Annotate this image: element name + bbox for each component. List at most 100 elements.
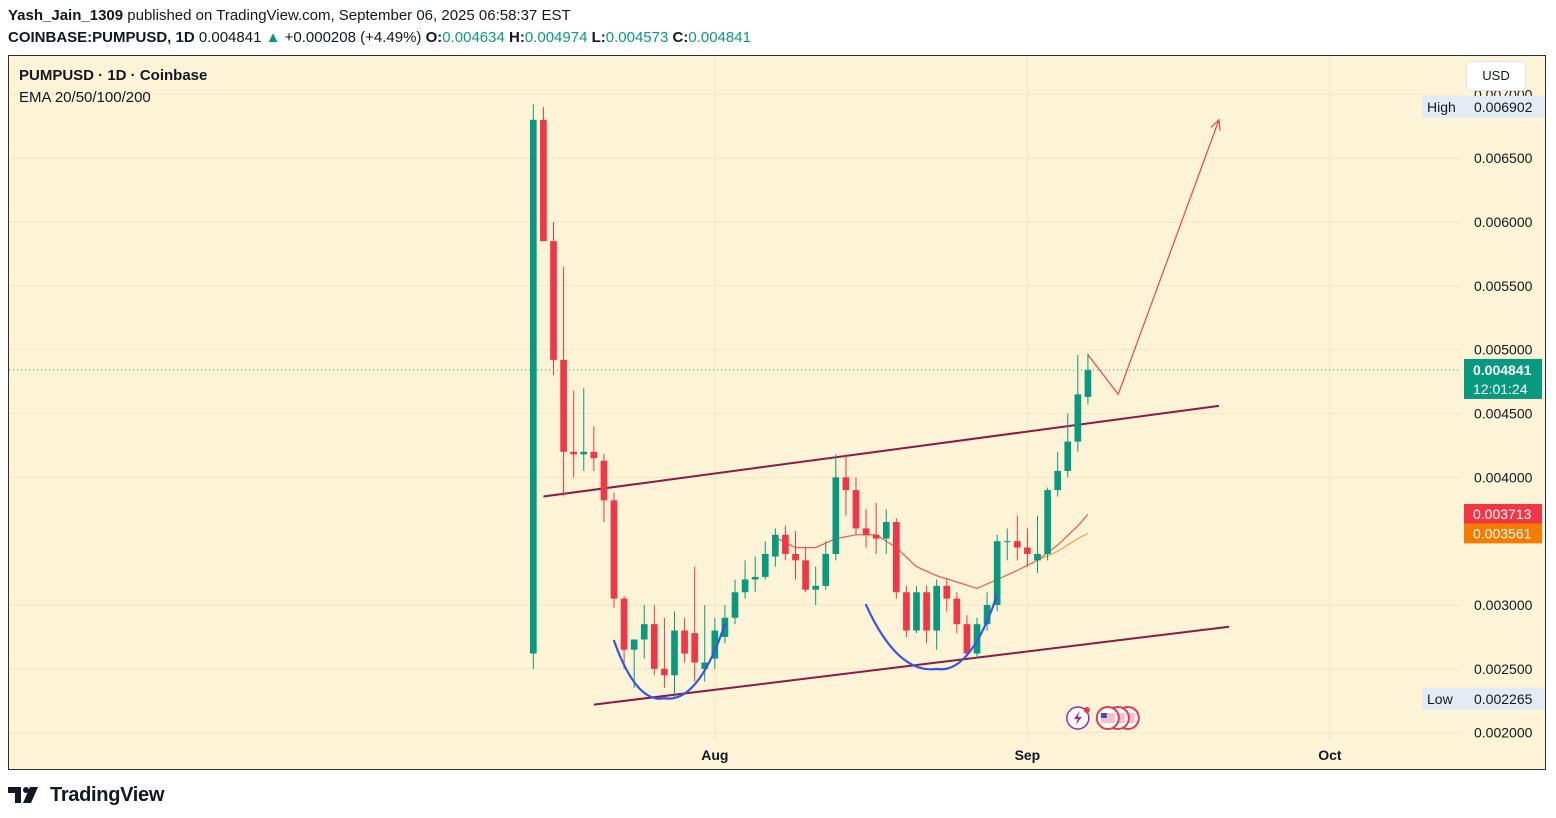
candle-body <box>913 592 920 631</box>
flag-stripes <box>1100 713 1115 723</box>
candle-body <box>761 553 769 577</box>
candle-body <box>600 460 608 501</box>
y-axis-tick-label: 0.002000 <box>1474 725 1533 741</box>
candle-body <box>872 534 880 539</box>
candle-body <box>661 668 668 676</box>
candle-body <box>993 541 1001 606</box>
candle-body <box>923 592 930 631</box>
candle-body <box>530 119 537 654</box>
candle-body <box>983 605 991 625</box>
candle-body <box>842 477 850 491</box>
cup-right-curve <box>864 593 999 671</box>
candle-body <box>893 522 900 593</box>
candle-body <box>792 553 799 561</box>
candle-body <box>681 630 688 654</box>
tradingview-logo-icon <box>8 787 38 803</box>
candle-body <box>822 553 830 586</box>
candle-body <box>862 528 870 535</box>
channel-lower-line <box>593 625 1230 706</box>
high-value: 0.004974 <box>524 29 588 46</box>
ema-price-label: 0.003713 <box>1473 506 1532 522</box>
low-marker-value: 0.002265 <box>1474 691 1533 707</box>
candle-body <box>782 534 789 554</box>
candle-body <box>812 585 819 590</box>
author-name[interactable]: Yash_Jain_1309 <box>8 7 124 24</box>
candle-body <box>751 576 759 580</box>
y-axis-tick-label: 0.004000 <box>1474 469 1533 485</box>
chart-legend-indicator[interactable]: EMA 20/50/100/200 <box>19 89 151 106</box>
published-text: published on TradingView.com, September … <box>123 7 571 24</box>
candle-body <box>852 490 860 529</box>
y-axis-tick-label: 0.003000 <box>1474 597 1533 613</box>
candle-body <box>1064 441 1072 471</box>
candle-body <box>963 624 971 654</box>
candle-body <box>651 624 658 669</box>
ema-price-label-box <box>1464 503 1542 524</box>
x-axis-tick-label: Oct <box>1318 747 1342 763</box>
candle-body <box>560 359 567 452</box>
candle-body <box>671 630 678 676</box>
candle-body <box>570 451 577 455</box>
cup-left-curve <box>612 623 727 700</box>
projection-arrowhead <box>1210 118 1221 131</box>
high-marker-value: 0.006902 <box>1474 99 1533 115</box>
last-price: 0.004841 <box>198 29 262 46</box>
high-marker-label: High <box>1427 99 1456 115</box>
candle-body <box>772 534 779 557</box>
candle-body <box>550 241 557 360</box>
price-chart[interactable]: 0.002000 0.002500 0.003000 0.004000 0.004500… <box>9 56 1546 770</box>
projection-path <box>1087 119 1220 396</box>
currency-button[interactable]: USD <box>1466 61 1526 91</box>
last-price-label-box <box>1464 358 1542 399</box>
candle-body <box>903 592 910 631</box>
candle-body <box>711 630 719 659</box>
last-price-axis-label: 0.004841 <box>1473 362 1532 378</box>
ema-price-label-box <box>1464 523 1542 544</box>
symbol-info-bar: COINBASE:PUMPUSD, 1D 0.004841 ▲ +0.00020… <box>8 29 751 46</box>
close-label: C: <box>672 29 689 46</box>
chart-frame[interactable]: 0.002000 0.002500 0.003000 0.004000 0.004500… <box>8 55 1546 770</box>
candle-body <box>610 500 618 599</box>
candle-body <box>540 119 547 242</box>
open-label: O: <box>425 29 443 46</box>
candle-body <box>731 592 739 618</box>
countdown-label: 12:01:24 <box>1473 381 1528 397</box>
y-axis-tick-label: 0.002500 <box>1474 661 1533 677</box>
low-marker-label: Low <box>1427 691 1454 707</box>
candle-body <box>1084 370 1092 397</box>
high-marker-box <box>1422 95 1545 118</box>
candle-body <box>620 598 628 650</box>
x-axis-tick-label: Sep <box>1015 747 1041 763</box>
y-axis-tick-label: 0.006500 <box>1474 150 1533 166</box>
ema20-line <box>775 514 1089 590</box>
candle-body <box>1054 470 1061 491</box>
y-axis-tick-label: 0.004500 <box>1474 406 1533 422</box>
open-value: 0.004634 <box>442 29 505 46</box>
candle-body <box>580 451 588 455</box>
candle-body <box>1034 553 1041 561</box>
low-label: L: <box>591 29 606 46</box>
candle-body <box>1044 490 1051 554</box>
candle-body <box>882 522 890 539</box>
candle-body <box>640 624 648 640</box>
low-value: 0.004573 <box>605 29 669 46</box>
ema-price-label: 0.003561 <box>1473 525 1532 541</box>
candle-body <box>701 662 709 669</box>
chart-legend-title: PUMPUSD · 1D · Coinbase <box>19 67 208 84</box>
flag-canton <box>1100 713 1107 718</box>
candle-body <box>802 560 809 590</box>
candle-body <box>832 477 840 554</box>
low-marker-box <box>1422 687 1545 710</box>
y-axis-tick-label: 0.005000 <box>1474 342 1533 358</box>
footer-brand: TradingView <box>8 783 164 807</box>
channel-upper-line <box>543 404 1220 498</box>
candle-body <box>630 639 638 650</box>
candle-body <box>953 598 961 625</box>
close-value: 0.004841 <box>688 29 751 46</box>
candle-body <box>943 585 951 599</box>
y-axis-tick-label: 0.006000 <box>1474 214 1533 230</box>
change-up-icon: ▲ <box>265 29 281 46</box>
event-dot <box>1083 707 1090 713</box>
price-change: +0.000208 (+4.49%) <box>284 29 422 46</box>
symbol-name: COINBASE:PUMPUSD, 1D <box>8 29 195 46</box>
